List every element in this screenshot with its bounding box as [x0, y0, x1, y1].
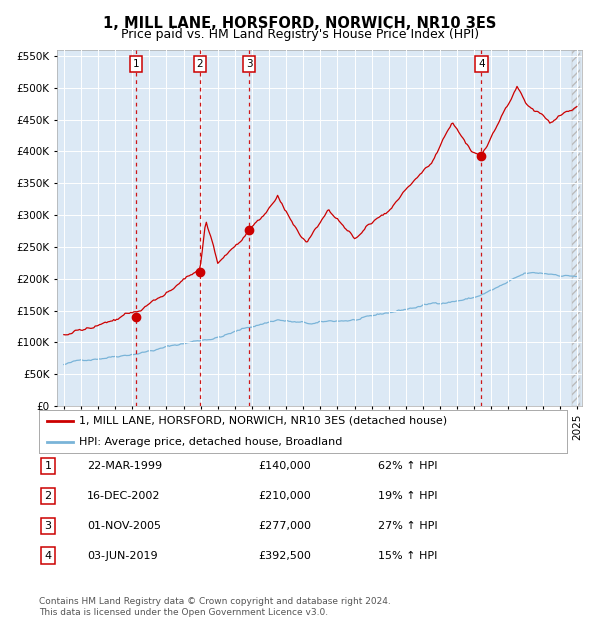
Text: HPI: Average price, detached house, Broadland: HPI: Average price, detached house, Broa…	[79, 437, 342, 447]
Text: 3: 3	[44, 521, 52, 531]
Text: £140,000: £140,000	[258, 461, 311, 471]
Text: 15% ↑ HPI: 15% ↑ HPI	[378, 551, 437, 560]
Text: 27% ↑ HPI: 27% ↑ HPI	[378, 521, 437, 531]
Text: 1, MILL LANE, HORSFORD, NORWICH, NR10 3ES: 1, MILL LANE, HORSFORD, NORWICH, NR10 3E…	[103, 16, 497, 30]
Text: 4: 4	[478, 59, 485, 69]
Text: 1: 1	[133, 59, 139, 69]
Text: Contains HM Land Registry data © Crown copyright and database right 2024.
This d: Contains HM Land Registry data © Crown c…	[39, 598, 391, 617]
Text: 01-NOV-2005: 01-NOV-2005	[87, 521, 161, 531]
Text: 19% ↑ HPI: 19% ↑ HPI	[378, 491, 437, 501]
Text: £210,000: £210,000	[258, 491, 311, 501]
Text: £277,000: £277,000	[258, 521, 311, 531]
Text: 2: 2	[197, 59, 203, 69]
Text: 2: 2	[44, 491, 52, 501]
Text: 4: 4	[44, 551, 52, 560]
Text: 03-JUN-2019: 03-JUN-2019	[87, 551, 158, 560]
Text: Price paid vs. HM Land Registry's House Price Index (HPI): Price paid vs. HM Land Registry's House …	[121, 28, 479, 41]
Text: 16-DEC-2002: 16-DEC-2002	[87, 491, 161, 501]
Text: 3: 3	[246, 59, 253, 69]
Text: 62% ↑ HPI: 62% ↑ HPI	[378, 461, 437, 471]
Text: £392,500: £392,500	[258, 551, 311, 560]
Text: 22-MAR-1999: 22-MAR-1999	[87, 461, 162, 471]
Text: 1: 1	[44, 461, 52, 471]
Text: 1, MILL LANE, HORSFORD, NORWICH, NR10 3ES (detached house): 1, MILL LANE, HORSFORD, NORWICH, NR10 3E…	[79, 416, 447, 426]
